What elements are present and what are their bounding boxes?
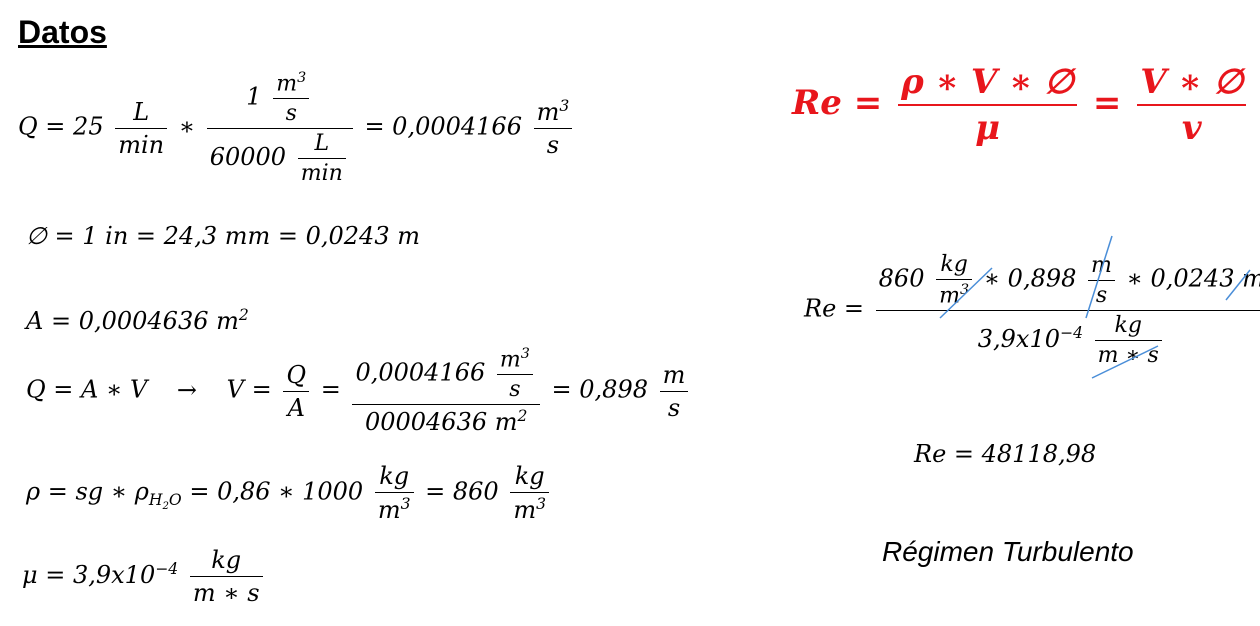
unit-l: L xyxy=(314,131,330,157)
unit-s: s xyxy=(285,101,297,127)
velocity-frac2-num: 0,0004166 xyxy=(355,358,486,387)
unit-kg: kg xyxy=(514,462,545,490)
flow-frac2-num-unit: m3 s xyxy=(273,70,310,127)
viscosity-fraction: kg m ∗ s xyxy=(189,546,263,607)
density-mid: = 0,86 ∗ 1000 xyxy=(189,477,364,506)
cancel-mark-den xyxy=(1091,345,1159,379)
velocity-frac1-den: A xyxy=(287,393,305,422)
flow-lhs: Q = 25 xyxy=(18,112,104,141)
density-sub-h: H xyxy=(148,491,163,510)
unit-s: s xyxy=(667,393,681,422)
unit-s: s xyxy=(509,377,521,403)
velocity-result-unit: m s xyxy=(659,360,689,422)
unit-m: m xyxy=(536,98,560,127)
re-calc-viscosity: 3,9x10 xyxy=(977,325,1061,354)
flow-rate-equation: Q = 25 L min ∗ 1 m3 s 60000 L min = 0,00… xyxy=(18,70,576,186)
section-title: Datos xyxy=(18,14,107,50)
velocity-part2: V = xyxy=(226,375,272,404)
cancel-mark-m-end xyxy=(1225,269,1251,301)
unit-kg: kg xyxy=(211,546,242,574)
flow-frac2-den-unit: L min xyxy=(297,131,346,187)
viscosity-equation: μ = 3,9x10−4 kg m ∗ s xyxy=(22,546,267,607)
reynolds-eq: = xyxy=(1092,83,1122,123)
density-sub-2: 2 xyxy=(162,501,169,513)
flow-frac1-num: L xyxy=(133,97,150,126)
unit-m: m xyxy=(276,71,298,97)
re-calc-viscosity-unit: kg m ∗ s xyxy=(1094,313,1162,369)
density-result: = 860 xyxy=(425,477,499,506)
density-lhs: ρ = sg ∗ ρ xyxy=(26,477,149,506)
re-calc-fraction: 860 kg m3 ∗ 0,898 m s ∗ 0,0243 m 3,9x10−… xyxy=(875,252,1260,369)
flow-frac1-den: min xyxy=(118,130,165,159)
density-fraction-1: kg m3 xyxy=(374,462,414,524)
reynolds-frac2-den: v xyxy=(1181,108,1202,148)
viscosity-exponent: −4 xyxy=(155,560,179,578)
flow-result-value: = 0,0004166 xyxy=(364,112,522,141)
flow-fraction-2: 1 m3 s 60000 L min xyxy=(206,70,353,187)
unit-m-s: m ∗ s xyxy=(192,579,260,607)
density-fraction-2: kg m3 xyxy=(510,462,550,524)
reynolds-frac2-num: V ∗ ∅ xyxy=(1140,62,1244,102)
unit-kg: kg xyxy=(1114,313,1142,339)
reynolds-result: Re = 48118,98 xyxy=(914,440,1097,468)
re-calc-density: 860 xyxy=(878,264,925,293)
viscosity-lhs: μ = 3,9x10 xyxy=(22,561,156,589)
velocity-equation: Q = A ∗ V → V = Q A = 0,0004166 m3 s 000… xyxy=(26,346,692,436)
area-exponent: 2 xyxy=(238,306,249,324)
density-equation: ρ = sg ∗ ρH2O = 0,86 ∗ 1000 kg m3 = 860 … xyxy=(26,462,553,524)
unit-kg: kg xyxy=(379,462,410,490)
unit-m: m xyxy=(1091,252,1112,278)
unit-s: s xyxy=(546,131,560,160)
diameter-equation: ∅ = 1 in = 24,3 mm = 0,0243 m xyxy=(26,222,420,250)
velocity-eq: = xyxy=(320,375,341,404)
velocity-frac1-num: Q xyxy=(286,360,307,389)
velocity-result: = 0,898 xyxy=(551,375,648,404)
reynolds-fraction-2: V ∗ ∅ v xyxy=(1137,62,1247,148)
flow-times: ∗ xyxy=(178,112,196,141)
flow-frac2-num-coef: 1 xyxy=(246,82,262,111)
reynolds-formula: Re = ρ ∗ V ∗ ∅ μ = V ∗ ∅ v xyxy=(792,62,1250,148)
reynolds-calculation: Re = 860 kg m3 ∗ 0,898 m s ∗ 0,0243 m 3,… xyxy=(804,252,1260,368)
area-text: A = 0,0004636 m xyxy=(26,307,239,335)
reynolds-frac1-num: ρ ∗ V ∗ ∅ xyxy=(901,62,1075,102)
unit-min: min xyxy=(300,161,343,187)
velocity-fraction-2: 0,0004166 m3 s 00004636 m2 xyxy=(352,346,540,437)
density-sub-o: O xyxy=(168,491,182,510)
re-calc-density-unit: kg m3 xyxy=(936,252,973,309)
re-calc-viscosity-exp: −4 xyxy=(1060,324,1084,343)
arrow-icon: → xyxy=(176,375,198,404)
flow-regime: Régimen Turbulento xyxy=(882,536,1134,567)
unit-m: m xyxy=(513,496,537,524)
velocity-part1: Q = A ∗ V xyxy=(26,375,148,404)
velocity-fraction-1: Q A xyxy=(283,360,310,422)
unit-m: m xyxy=(499,347,521,373)
unit-m: m xyxy=(939,283,960,309)
re-calc-lhs: Re = xyxy=(804,294,865,323)
unit-m: m xyxy=(662,360,686,389)
flow-result-unit: m3 s xyxy=(533,97,573,160)
area-equation: A = 0,0004636 m2 xyxy=(26,306,249,335)
flow-frac2-den-coef: 60000 xyxy=(209,143,287,172)
flow-fraction-1: L min xyxy=(115,97,168,159)
re-calc-diameter: ∗ 0,0243 m xyxy=(1126,264,1260,293)
unit-s: s xyxy=(1095,282,1108,308)
cancel-mark-m xyxy=(1085,235,1113,319)
unit-m-s: m ∗ s xyxy=(1097,343,1159,369)
velocity-frac2-den: 00004636 m xyxy=(364,408,518,437)
reynolds-frac1-den: μ xyxy=(975,108,1000,148)
cancel-mark-kg xyxy=(939,267,993,319)
re-calc-velocity-unit: m s xyxy=(1088,253,1115,308)
re-calc-velocity: ∗ 0,898 xyxy=(983,264,1077,293)
reynolds-lhs: Re = xyxy=(792,83,883,123)
velocity-frac2-num-unit: m3 s xyxy=(496,346,533,403)
unit-kg: kg xyxy=(940,252,968,277)
unit-m: m xyxy=(377,496,401,524)
reynolds-fraction-1: ρ ∗ V ∗ ∅ μ xyxy=(898,62,1078,148)
